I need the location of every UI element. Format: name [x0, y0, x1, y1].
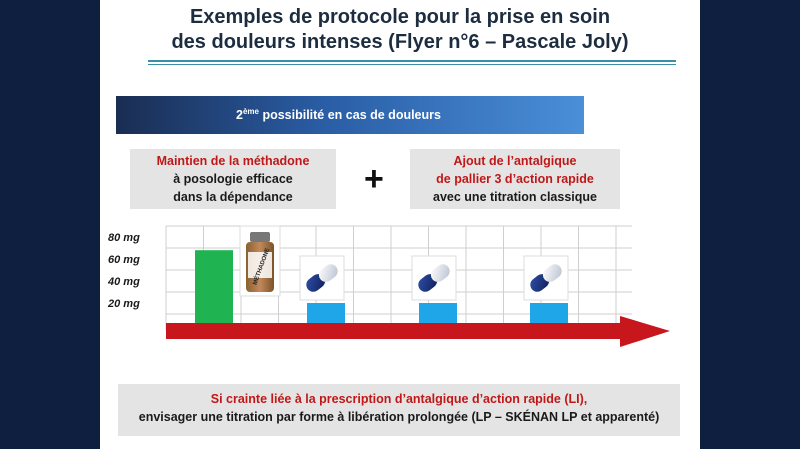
lp-titration-note-box: Si crainte liée à la prescription d’anta… — [118, 384, 680, 436]
plus-sign: + — [364, 160, 384, 198]
title-underline — [148, 60, 676, 62]
y-tick-label: 80 mg — [108, 232, 140, 244]
y-tick-label: 20 mg — [107, 298, 140, 310]
y-tick-label: 60 mg — [108, 254, 140, 266]
timeline-arrow-shaft — [166, 323, 624, 339]
left-box-line-2: à posologie efficace — [173, 172, 293, 186]
bottom-box-line-1: Si crainte liée à la prescription d’anta… — [210, 392, 588, 406]
rapid-analgesic-bar — [419, 303, 457, 324]
slide-title-line-1: Exemples de protocole pour la prise en s… — [189, 6, 611, 28]
banner-label: possibilité en cas de douleurs — [258, 108, 441, 123]
title-underline-thin — [148, 64, 676, 65]
chart-bars — [195, 250, 568, 324]
banner-ordinal-suffix: ème — [242, 107, 259, 116]
capsule-icon — [523, 255, 569, 301]
methadone-maintenance-box: Maintien de la méthadone à posologie eff… — [130, 149, 336, 209]
banner-ordinal: 2 — [236, 108, 243, 123]
banner-text: 2ème possibilité en cas de douleurs — [236, 107, 441, 122]
methadone-bottle-icon: MÉTHADONE — [239, 225, 281, 297]
right-box-line-2: de pallier 3 d’action rapide — [436, 172, 594, 186]
left-box-title: Maintien de la méthadone — [156, 154, 310, 168]
slide: Exemples de protocole pour la prise en s… — [100, 0, 700, 449]
timeline-arrow — [166, 316, 670, 347]
y-tick-label: 40 mg — [107, 276, 140, 288]
dosage-chart: 80 mg 60 mg 40 mg 20 mg MÉTHADONE — [107, 225, 670, 347]
rapid-analgesic-bar — [530, 303, 568, 324]
capsule-icon — [299, 255, 345, 301]
rapid-analgesic-bar — [307, 303, 345, 324]
left-box-line-3: dans la dépendance — [173, 190, 293, 204]
methadone-bar — [195, 250, 233, 324]
bottom-box-line-2: envisager une titration par forme à libé… — [138, 410, 660, 424]
timeline-arrow-head — [620, 316, 670, 347]
rapid-analgesic-box: Ajout de l’antalgique de pallier 3 d’act… — [410, 149, 620, 209]
slide-title-line-2: des douleurs intenses (Flyer n°6 – Pasca… — [171, 31, 629, 53]
right-box-title: Ajout de l’antalgique — [453, 154, 577, 168]
right-box-line-3: avec une titration classique — [433, 190, 597, 204]
chart-y-ticks: 80 mg 60 mg 40 mg 20 mg — [107, 232, 140, 310]
section-banner: 2ème possibilité en cas de douleurs — [116, 96, 584, 134]
capsule-icon — [411, 255, 457, 301]
